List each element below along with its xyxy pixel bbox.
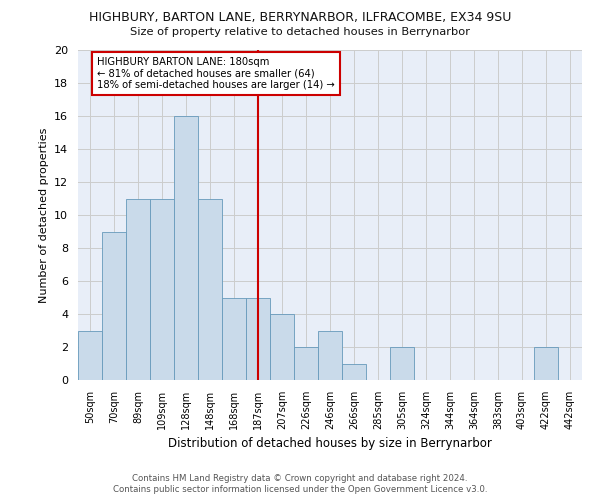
Text: HIGHBURY BARTON LANE: 180sqm
← 81% of detached houses are smaller (64)
18% of se: HIGHBURY BARTON LANE: 180sqm ← 81% of de… xyxy=(97,56,335,90)
Y-axis label: Number of detached properties: Number of detached properties xyxy=(38,128,49,302)
Bar xyxy=(174,116,198,380)
Bar xyxy=(318,330,342,380)
Text: HIGHBURY, BARTON LANE, BERRYNARBOR, ILFRACOMBE, EX34 9SU: HIGHBURY, BARTON LANE, BERRYNARBOR, ILFR… xyxy=(89,11,511,24)
Text: Contains HM Land Registry data © Crown copyright and database right 2024.
Contai: Contains HM Land Registry data © Crown c… xyxy=(113,474,487,494)
Bar xyxy=(246,298,270,380)
Bar xyxy=(198,198,222,380)
Bar xyxy=(270,314,294,380)
X-axis label: Distribution of detached houses by size in Berrynarbor: Distribution of detached houses by size … xyxy=(168,438,492,450)
Bar xyxy=(222,298,246,380)
Bar xyxy=(78,330,102,380)
Bar xyxy=(102,232,126,380)
Bar xyxy=(390,347,414,380)
Bar xyxy=(534,347,558,380)
Bar xyxy=(126,198,150,380)
Bar xyxy=(294,347,318,380)
Bar xyxy=(150,198,174,380)
Text: Size of property relative to detached houses in Berrynarbor: Size of property relative to detached ho… xyxy=(130,27,470,37)
Bar xyxy=(342,364,366,380)
